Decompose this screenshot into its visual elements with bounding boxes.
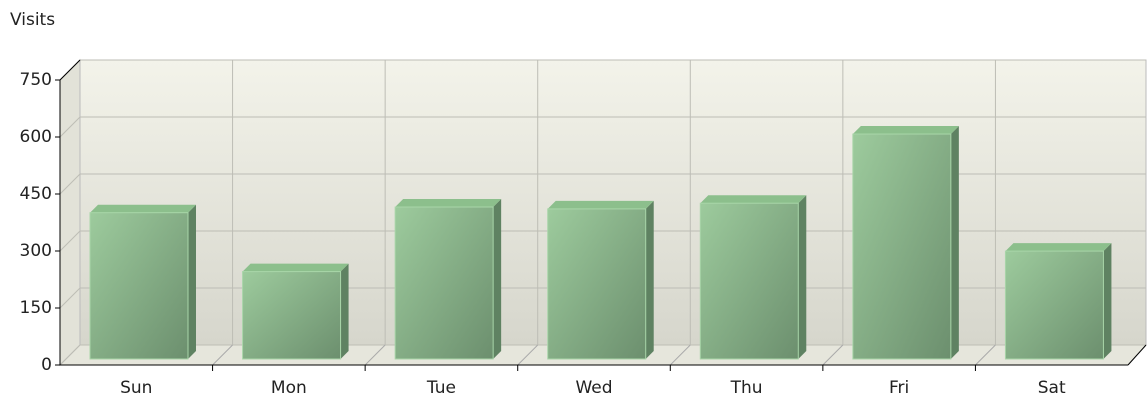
bar bbox=[699, 202, 799, 360]
category-divider bbox=[975, 344, 996, 366]
bar bbox=[89, 212, 189, 360]
category-divider bbox=[364, 344, 386, 366]
x-tick-label: Sat bbox=[1038, 378, 1066, 398]
category-divider bbox=[212, 344, 233, 366]
x-tick-label: Wed bbox=[575, 378, 612, 398]
bar-top bbox=[90, 204, 196, 213]
y-axis-top bbox=[59, 59, 81, 81]
y-axis-label: Visits bbox=[10, 10, 55, 30]
y-tick-label: 450 bbox=[20, 184, 52, 204]
bar-top bbox=[242, 263, 349, 272]
bar-side bbox=[645, 200, 654, 359]
bar-side bbox=[340, 263, 349, 359]
bar bbox=[547, 208, 647, 360]
y-tick-label: 750 bbox=[20, 70, 52, 90]
grid-line bbox=[59, 116, 81, 138]
bar-top bbox=[852, 126, 959, 135]
left-wall bbox=[59, 58, 81, 367]
x-tick-label: Thu bbox=[730, 378, 763, 398]
category-divider bbox=[517, 344, 539, 366]
bar-side bbox=[798, 195, 807, 359]
grid-line bbox=[59, 173, 81, 195]
bar-top bbox=[395, 199, 502, 207]
bar bbox=[394, 206, 494, 360]
category-divider bbox=[669, 344, 691, 366]
bar-side bbox=[188, 204, 196, 359]
x-tick-label: Mon bbox=[271, 378, 307, 398]
grid-line bbox=[59, 230, 81, 252]
x-tick-label: Sun bbox=[120, 378, 152, 398]
x-tick-label: Fri bbox=[889, 378, 909, 398]
bar-top bbox=[700, 195, 807, 204]
y-tick-label: 150 bbox=[20, 298, 52, 318]
bar-top bbox=[1005, 243, 1112, 252]
x-axis-end bbox=[1127, 344, 1147, 366]
x-tick-label: Tue bbox=[426, 378, 456, 398]
grid-line bbox=[59, 344, 81, 366]
y-tick-label: 600 bbox=[20, 127, 52, 147]
bar-side bbox=[493, 199, 502, 359]
bar bbox=[242, 271, 342, 360]
bar-side bbox=[950, 126, 959, 359]
y-tick-label: 0 bbox=[41, 355, 52, 375]
category-divider bbox=[822, 344, 844, 366]
grid-line bbox=[59, 287, 81, 309]
bar-top bbox=[547, 200, 654, 209]
bar bbox=[1004, 250, 1104, 360]
bar bbox=[852, 133, 952, 360]
bar-side bbox=[1103, 243, 1112, 359]
y-tick-label: 300 bbox=[20, 241, 52, 261]
